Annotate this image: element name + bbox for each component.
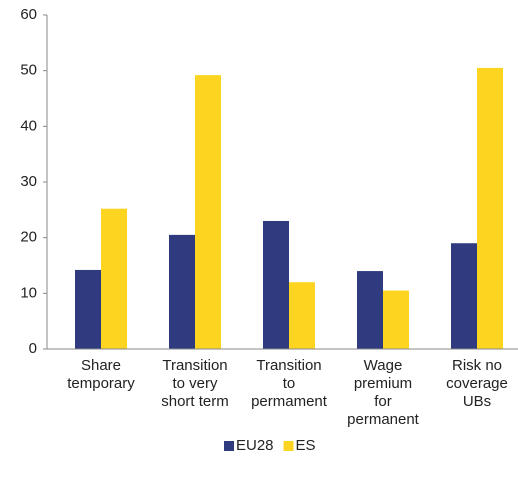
x-tick-label: Risk no coverage UBs — [446, 357, 508, 410]
x-tick-label: Transition to permament — [251, 357, 327, 410]
bar — [75, 269, 101, 349]
x-tick-label: Wage premium for permanent — [347, 357, 419, 428]
y-tick-label: 50 — [20, 62, 37, 79]
y-tick-label: 30 — [20, 173, 37, 190]
bar — [101, 208, 127, 349]
legend-label: EU28 — [236, 437, 274, 454]
bar — [195, 75, 221, 350]
legend-label: ES — [296, 437, 316, 454]
x-tick-label: Share temporary — [67, 357, 135, 392]
bar — [169, 234, 195, 349]
bar — [289, 282, 315, 349]
y-tick-label: 60 — [20, 6, 37, 23]
y-tick-label: 0 — [29, 340, 37, 357]
y-tick-label: 40 — [20, 117, 37, 134]
bar — [357, 271, 383, 349]
legend-swatch — [224, 441, 234, 451]
bar — [477, 67, 503, 349]
y-tick-label: 20 — [20, 229, 37, 246]
bar — [451, 243, 477, 349]
legend-swatch — [283, 441, 294, 451]
bar — [263, 220, 289, 349]
x-tick-label: Transition to very short term — [161, 357, 229, 410]
y-tick-label: 10 — [20, 284, 37, 301]
bar — [383, 290, 409, 349]
